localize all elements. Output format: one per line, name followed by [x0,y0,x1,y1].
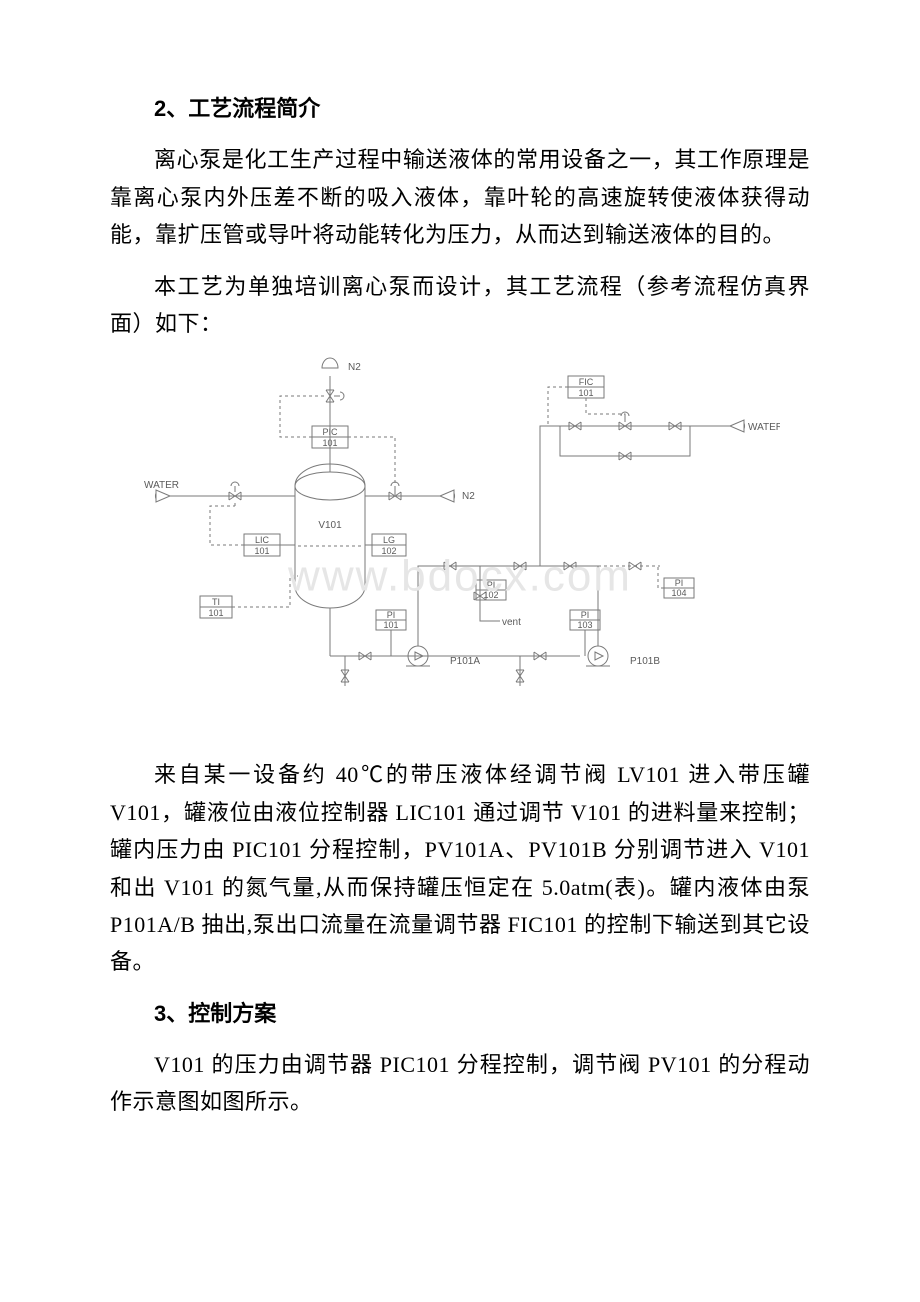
svg-text:V101: V101 [318,520,342,531]
svg-text:102: 102 [381,546,396,556]
discharge-header: WATER [540,412,780,566]
section-2-para-3: 来自某一设备约 40℃的带压液体经调节阀 LV101 进入带压罐 V101，罐液… [110,756,810,980]
svg-text:PI: PI [487,580,496,590]
n2-top-line: N2 [322,358,361,472]
svg-text:PI: PI [581,610,590,620]
process-flow-diagram: www.bdocx.com [140,356,780,736]
svg-text:WATER: WATER [144,480,179,491]
svg-text:PIC: PIC [322,427,338,437]
section-3-para-1: V101 的压力由调节器 PIC101 分程控制，调节阀 PV101 的分程动作… [110,1046,810,1121]
svg-text:WATER: WATER [748,422,780,433]
vessel-v101: V101 [295,464,365,608]
svg-text:101: 101 [578,388,593,398]
svg-text:103: 103 [577,620,592,630]
svg-text:PI: PI [387,610,396,620]
svg-text:FIC: FIC [579,377,594,387]
n2-side-line: N2 [365,482,475,502]
svg-text:N2: N2 [348,362,361,373]
svg-text:N2: N2 [462,491,475,502]
pump-a-network: P101A PI 101 vent [330,562,540,686]
svg-text:101: 101 [383,620,398,630]
section-2-para-2: 本工艺为单独培训离心泵而设计，其工艺流程（参考流程仿真界面）如下： [110,268,810,343]
pid-svg: V101 N2 PIC 101 [140,356,780,736]
svg-text:vent: vent [502,617,521,628]
svg-text:102: 102 [483,590,498,600]
svg-text:104: 104 [671,588,686,598]
svg-text:PI: PI [675,578,684,588]
svg-text:101: 101 [208,608,223,618]
tag-ti101: TI 101 [200,576,298,618]
svg-text:101: 101 [254,546,269,556]
svg-text:TI: TI [212,597,220,607]
section-2-para-1: 离心泵是化工生产过程中输送液体的常用设备之一，其工作原理是靠离心泵内外压差不断的… [110,141,810,253]
water-inlet-line: WATER [144,480,295,502]
tag-fic101: FIC 101 [548,376,625,426]
tag-lg102: LG 102 [365,534,406,556]
section-3-heading: 3、控制方案 [110,995,810,1032]
svg-text:LIC: LIC [255,535,270,545]
tag-lic101: LIC 101 [210,501,295,556]
svg-text:101: 101 [322,438,337,448]
section-2-heading: 2、工艺流程简介 [110,90,810,127]
pump-b-network: P101B PI 103 PI [400,562,694,686]
svg-text:LG: LG [383,535,395,545]
svg-text:P101A: P101A [450,656,480,667]
svg-text:P101B: P101B [630,656,660,667]
